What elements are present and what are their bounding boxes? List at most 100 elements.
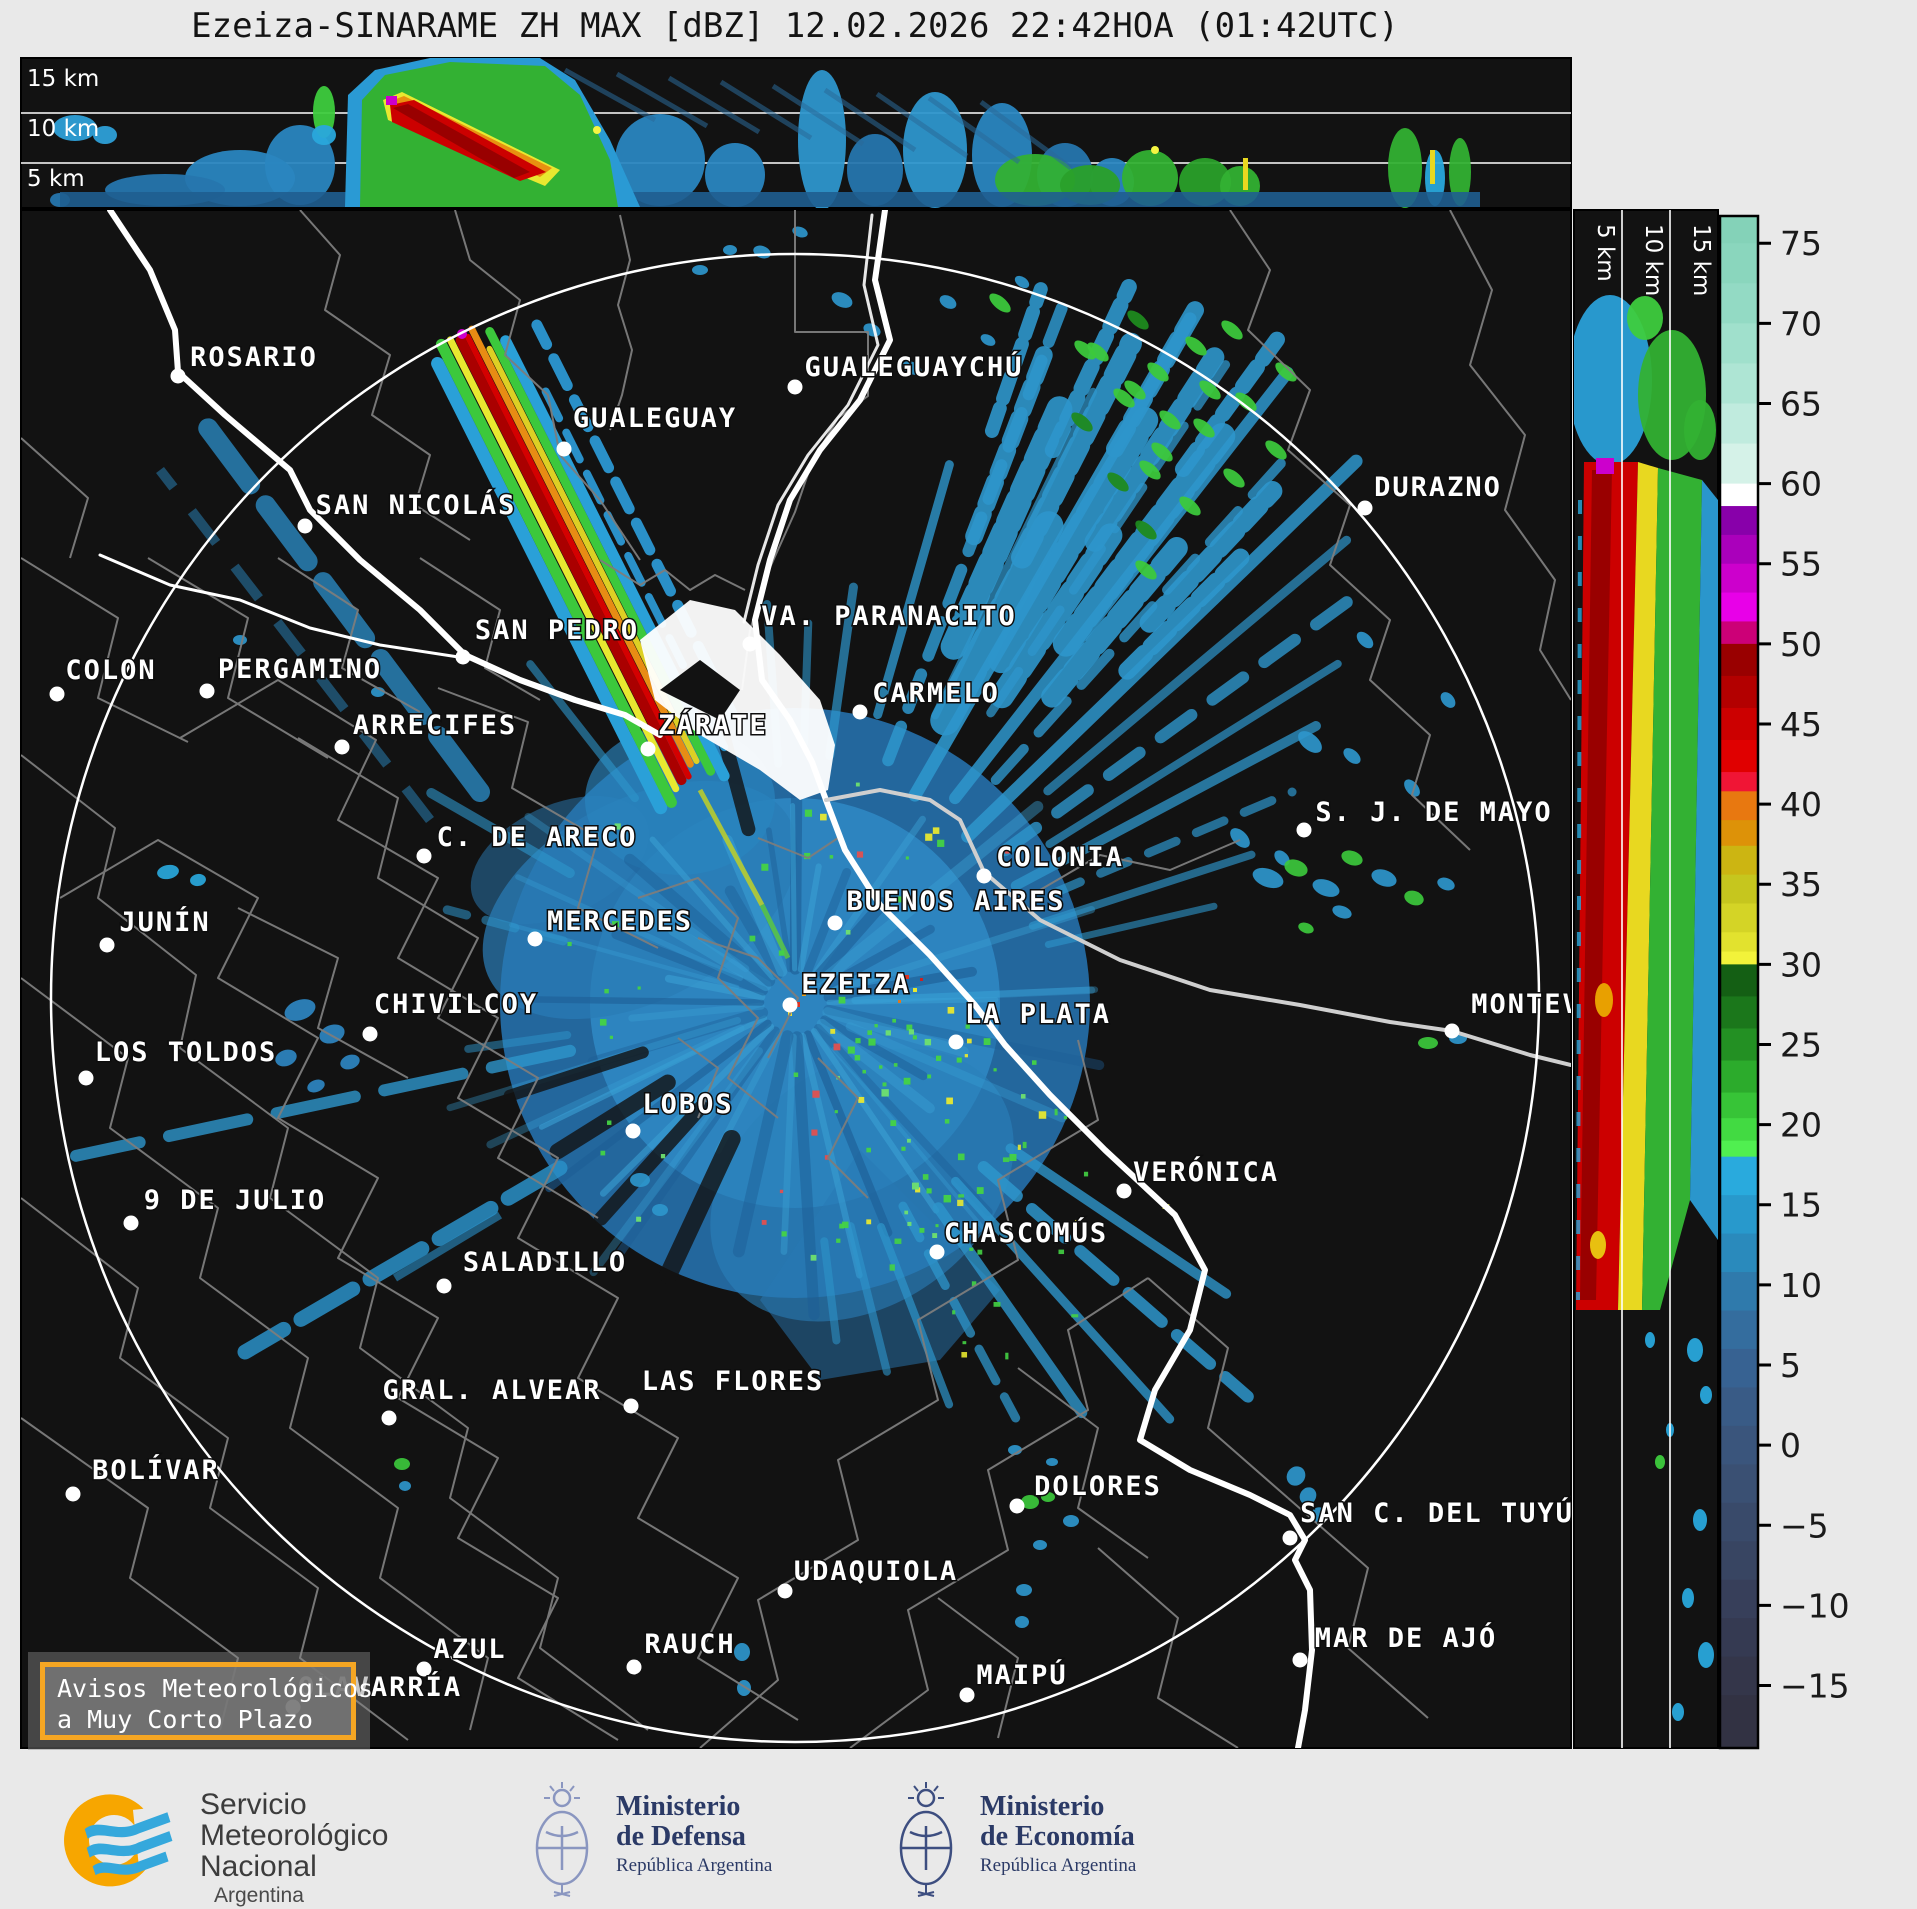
- colorbar-tick-label: 70: [1780, 304, 1822, 343]
- smn-text-block: Servicio Meteorológico Nacional Argentin…: [200, 1789, 388, 1908]
- city-label: GRAL. ALVEAR: [382, 1375, 601, 1406]
- economia-coat-of-arms: [899, 1782, 953, 1897]
- advisory-line2: a Muy Corto Plazo: [57, 1705, 313, 1734]
- city-dot: [297, 518, 313, 534]
- colorbar-tick-label: −15: [1780, 1667, 1850, 1706]
- city-label: MONTEV: [1471, 989, 1581, 1020]
- economia-text-block: Ministerio de Economía República Argenti…: [980, 1792, 1136, 1877]
- city-label: C. DE ARECO: [437, 822, 638, 853]
- colorbar-segment: [1720, 1579, 1758, 1619]
- city-dot: [626, 1659, 642, 1675]
- smn-name-1: Servicio: [200, 1788, 307, 1821]
- colorbar-tick-label: 30: [1780, 945, 1822, 984]
- rivers-coastlines: [98, 210, 1571, 1748]
- city-dot: [1357, 500, 1373, 516]
- city-label: UDAQUIOLA: [794, 1556, 958, 1587]
- top-profile-height-label: 15 km: [27, 66, 99, 92]
- colorbar-tick-label: 15: [1780, 1186, 1822, 1225]
- colorbar-tick-label: 10: [1780, 1266, 1822, 1305]
- colorbar-tick-label: 5: [1780, 1346, 1801, 1385]
- advisory-line1: Avisos Meteorológicos: [57, 1674, 374, 1703]
- city-dot: [170, 368, 186, 384]
- colorbar-segment: [1720, 845, 1758, 876]
- product-title: Ezeiza-SINARAME ZH MAX [dBZ] 12.02.2026 …: [191, 6, 1399, 46]
- colorbar-segment: [1720, 216, 1758, 244]
- city-label: LAS FLORES: [642, 1366, 825, 1397]
- defensa-text-block: Ministerio de Defensa República Argentin…: [616, 1792, 772, 1877]
- colorbar-tick-label: 75: [1780, 224, 1822, 263]
- city-label: ZÁRATE: [658, 709, 768, 741]
- smn-country: Argentina: [214, 1884, 304, 1907]
- city-dot: [827, 915, 843, 931]
- colorbar-segment: [1720, 791, 1758, 821]
- range-circle: [49, 252, 1541, 1744]
- city-label: VERÓNICA: [1133, 1156, 1279, 1188]
- map-graphics: ROSARIO GUALEGUAYCHÚ GUALEGUAY SAN NICOLÁS D…: [21, 210, 1581, 1748]
- city-dot: [455, 649, 471, 665]
- city-label: SAN PEDRO: [475, 615, 639, 646]
- city-dot: [1009, 1498, 1025, 1514]
- colorbar-segment: [1720, 1541, 1758, 1581]
- city-dot: [948, 1034, 964, 1050]
- city-label: LOS TOLDOS: [95, 1037, 278, 1068]
- colorbar-segment: [1720, 1618, 1758, 1658]
- city-dot: [929, 1244, 945, 1260]
- city-dot: [416, 848, 432, 864]
- colorbar-segment: [1720, 1502, 1758, 1542]
- city-label: SAN NICOLÁS: [316, 489, 517, 521]
- defensa-line-3: República Argentina: [616, 1855, 773, 1876]
- city-label: BUENOS AIRES: [846, 886, 1065, 917]
- colorbar-segment: [1720, 1656, 1758, 1696]
- colorbar-tick-label: −5: [1780, 1506, 1829, 1545]
- colorbar-segment: [1720, 1060, 1758, 1094]
- colorbar-segment: [1720, 483, 1758, 507]
- colorbar-segment: [1720, 534, 1758, 565]
- city-label: SALADILLO: [463, 1247, 627, 1278]
- city-label: VA. PARANACITO: [761, 601, 1017, 632]
- colorbar-segment: [1720, 1092, 1758, 1119]
- city-dot: [362, 1026, 378, 1042]
- smn-logo-block: [52, 1782, 192, 1904]
- economia-line-2: de Economía: [980, 1821, 1135, 1852]
- colorbar-segment: [1720, 1310, 1758, 1350]
- colorbar-segment: [1720, 363, 1758, 405]
- colorbar-segment: [1720, 675, 1758, 709]
- city-label: GUALEGUAYCHÚ: [804, 351, 1023, 383]
- city-dot: [976, 868, 992, 884]
- colorbar-segment: [1720, 1118, 1758, 1142]
- side-profile-height-label: 5 km: [1592, 224, 1618, 282]
- city-label: GUALEGUAY: [573, 403, 737, 434]
- city-dot: [777, 1583, 793, 1599]
- radar-echoes: [70, 226, 1467, 1696]
- city-label: LA PLATA: [965, 999, 1111, 1030]
- city-label: SAN C. DEL TUYÚ: [1300, 1497, 1574, 1529]
- city-label: ROSARIO: [190, 342, 318, 373]
- city-dot: [959, 1687, 975, 1703]
- city-label: ARRECIFES: [353, 710, 517, 741]
- colorbar-segment: [1720, 903, 1758, 933]
- city-dot: [625, 1123, 641, 1139]
- city-dot: [381, 1410, 397, 1426]
- city-label: CHASCOMÚS: [944, 1217, 1108, 1249]
- colorbar-tick-label: 25: [1780, 1025, 1822, 1064]
- colorbar-segment: [1720, 563, 1758, 594]
- advisory-box: Avisos Meteorológicos a Muy Corto Plazo: [40, 1662, 374, 1740]
- colorbar-tick-label: 20: [1780, 1106, 1822, 1145]
- top-profile-graphics: [21, 58, 1571, 208]
- colorbar-segment: [1720, 1028, 1758, 1062]
- city-dot: [1116, 1183, 1132, 1199]
- economia-line-3: República Argentina: [980, 1855, 1137, 1876]
- city-dot: [623, 1398, 639, 1414]
- city-dot: [334, 739, 350, 755]
- city-label: COLONIA: [996, 842, 1124, 873]
- defensa-coat-of-arms: [535, 1782, 589, 1897]
- side-profile-height-label: 10 km: [1640, 224, 1666, 296]
- colorbar-segment: [1720, 707, 1758, 741]
- city-label: AZUL: [433, 1634, 506, 1665]
- colorbar-segment: [1720, 740, 1758, 773]
- advisory-overlay: Avisos Meteorológicos a Muy Corto Plazo: [28, 1652, 374, 1750]
- defensa-line-1: Ministerio: [616, 1791, 741, 1822]
- city-label: BOLÍVAR: [92, 1454, 220, 1486]
- city-label: MERCEDES: [547, 906, 693, 937]
